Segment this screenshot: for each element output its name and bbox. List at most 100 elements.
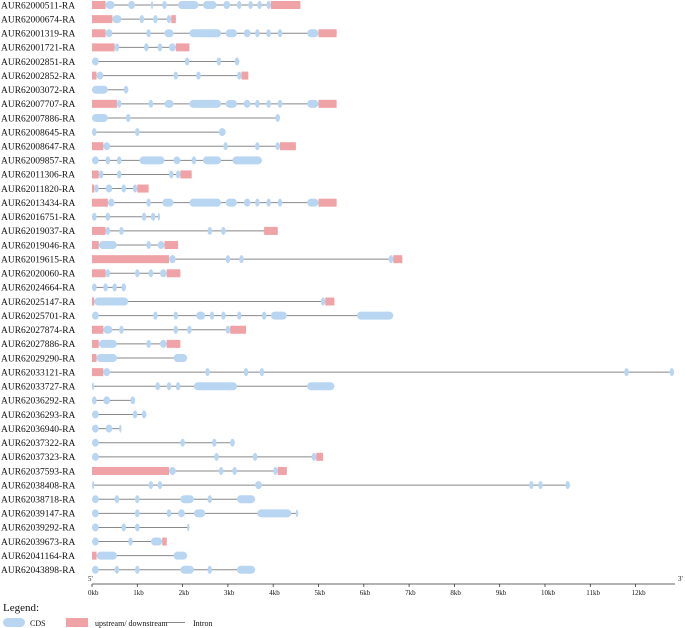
cds-segment — [116, 156, 122, 165]
cds-segment — [180, 438, 185, 447]
cds-segment — [103, 396, 111, 405]
cds-segment — [105, 269, 111, 278]
legend-intron-label: Intron — [193, 619, 213, 628]
cds-segment — [225, 255, 231, 264]
gene-id-label: AUR62038718-RA — [1, 496, 76, 506]
utr-segment — [92, 15, 113, 24]
cds-segment — [157, 212, 160, 221]
cds-segment — [234, 57, 240, 66]
cds-segment — [538, 481, 543, 490]
cds-segment — [128, 1, 136, 9]
gene-row: AUR62001319-RA — [1, 29, 337, 40]
cds-segment — [529, 481, 534, 490]
cds-segment — [214, 452, 219, 461]
utr-segment — [175, 43, 190, 52]
gene-row: AUR62025147-RA — [1, 297, 335, 308]
cds-segment — [225, 325, 231, 334]
gene-id-label: AUR62038408-RA — [1, 481, 76, 491]
cds-segment — [150, 537, 163, 546]
cds-segment — [275, 113, 280, 122]
cds-segment — [98, 170, 104, 179]
cds-segment — [146, 198, 151, 207]
gene-id-label: AUR62000511-RA — [1, 1, 75, 11]
cds-segment — [92, 156, 99, 165]
cds-segment — [162, 198, 174, 207]
cds-segment — [103, 283, 108, 292]
gene-row: AUR62033121-RA — [1, 368, 675, 378]
gene-id-label: AUR62024664-RA — [1, 284, 76, 294]
cds-segment — [207, 495, 213, 504]
cds-segment — [261, 311, 267, 320]
axis-tick-label: 11kb — [586, 589, 600, 597]
utr-segment — [92, 325, 104, 334]
cds-segment — [92, 382, 94, 391]
cds-segment — [125, 113, 131, 122]
cds-segment — [92, 113, 108, 122]
gene-row: AUR62039292-RA — [1, 523, 190, 534]
cds-segment — [187, 325, 192, 334]
cds-segment — [255, 99, 260, 108]
cds-segment — [92, 452, 99, 461]
cds-segment — [257, 509, 292, 518]
cds-segment — [225, 198, 237, 207]
gene-id-label: AUR62036293-RA — [1, 411, 76, 421]
gene-id-label: AUR62033727-RA — [1, 383, 76, 393]
gene-row: AUR62007707-RA — [1, 99, 337, 110]
cds-segment — [307, 29, 319, 38]
utr-segment — [92, 297, 95, 306]
cds-segment — [92, 128, 97, 137]
gene-id-label: AUR62027874-RA — [1, 326, 76, 336]
cds-segment — [270, 311, 287, 320]
cds-segment — [157, 241, 165, 250]
gene-row: AUR62002851-RA — [1, 57, 240, 68]
cds-segment — [92, 396, 97, 405]
cds-segment — [103, 325, 113, 334]
cds-segment — [116, 99, 122, 108]
gene-row: AUR62011306-RA — [1, 170, 192, 181]
cds-segment — [236, 71, 242, 80]
cds-segment — [92, 283, 97, 292]
cds-segment — [121, 283, 126, 292]
cds-segment — [252, 452, 258, 461]
cds-segment — [94, 297, 129, 306]
cds-segment — [121, 184, 126, 193]
cds-segment — [388, 255, 394, 264]
cds-segment — [92, 509, 99, 518]
utr-segment — [264, 226, 278, 235]
cds-segment — [150, 212, 156, 221]
cds-segment — [105, 156, 111, 165]
gene-id-label: AUR62025701-RA — [1, 312, 76, 322]
gene-row: AUR62019615-RA — [1, 255, 403, 265]
gene-row: AUR62037322-RA — [1, 438, 235, 449]
cds-segment — [139, 15, 145, 24]
cds-segment — [169, 466, 176, 475]
utr-segment — [171, 15, 176, 24]
axis-tick-label: 8kb — [450, 589, 461, 597]
cds-segment — [173, 156, 181, 165]
cds-segment — [153, 311, 158, 320]
cds-segment — [155, 382, 160, 391]
cds-segment — [273, 466, 278, 475]
utr-segment — [180, 170, 192, 179]
cds-segment — [135, 269, 140, 278]
cds-segment — [148, 269, 154, 278]
utr-segment — [164, 241, 179, 250]
cds-segment — [236, 565, 256, 574]
cds-segment — [223, 142, 228, 151]
cds-segment — [128, 537, 133, 546]
gene-row: AUR62007886-RA — [1, 113, 280, 124]
cds-segment — [223, 1, 231, 9]
cds-segment — [236, 311, 242, 320]
cds-segment — [92, 57, 99, 66]
cds-segment — [255, 481, 262, 490]
cds-segment — [202, 1, 217, 9]
gene-row: AUR62025701-RA — [1, 311, 394, 322]
cds-segment — [212, 438, 217, 447]
utr-segment — [92, 368, 104, 377]
cds-segment — [277, 29, 283, 38]
axis-tick-label: 10kb — [541, 589, 556, 597]
gene-row: AUR62029290-RA — [1, 354, 188, 364]
cds-segment — [311, 452, 317, 461]
axis-tick-label: 12kb — [632, 589, 647, 597]
gene-id-label: AUR62007707-RA — [1, 100, 76, 110]
